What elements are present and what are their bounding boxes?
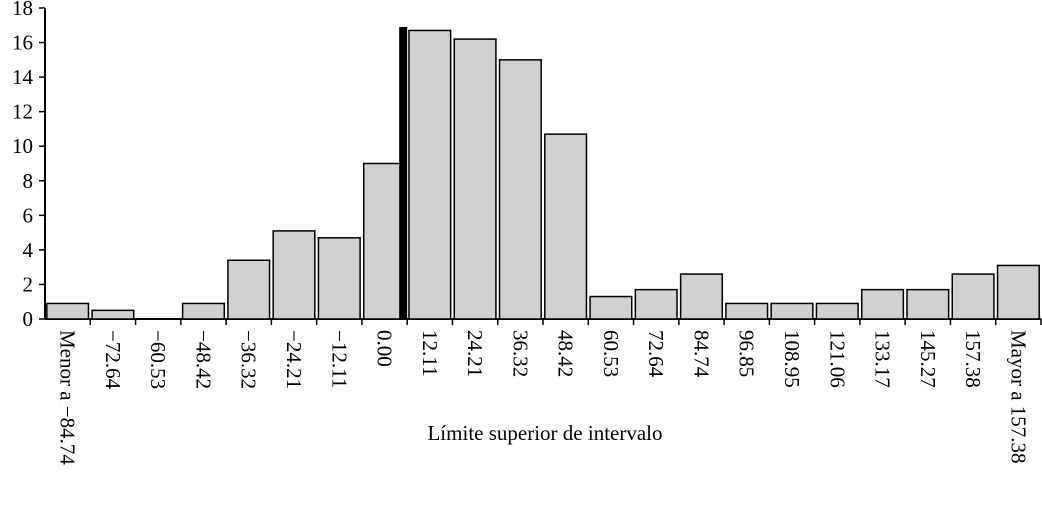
bar bbox=[272, 230, 316, 320]
bar bbox=[408, 29, 452, 320]
bar bbox=[181, 302, 226, 320]
bar bbox=[544, 133, 588, 320]
y-tick-label: 14 bbox=[12, 65, 34, 89]
bar bbox=[860, 288, 905, 320]
bar bbox=[227, 259, 271, 320]
x-tick-label: 145.27 bbox=[916, 330, 940, 388]
x-tick-label: 157.38 bbox=[961, 330, 985, 388]
x-tick-label: −72.64 bbox=[101, 330, 125, 390]
x-tick-label: 0.00 bbox=[373, 330, 397, 367]
x-tick-label: 36.32 bbox=[508, 330, 532, 377]
y-tick-label: 10 bbox=[12, 134, 33, 158]
bar bbox=[589, 295, 633, 320]
bar bbox=[362, 162, 407, 320]
bar bbox=[996, 264, 1040, 320]
x-tick-label: 48.42 bbox=[554, 330, 578, 377]
x-tick-label: 24.21 bbox=[463, 330, 487, 377]
y-tick-label: 8 bbox=[23, 169, 34, 193]
bar bbox=[770, 302, 814, 320]
x-axis-title: Límite superior de intervalo bbox=[427, 421, 662, 445]
x-tick-label: 84.74 bbox=[689, 330, 713, 378]
y-tick-label: 2 bbox=[23, 272, 34, 296]
bar bbox=[725, 302, 769, 320]
x-tick-label: −36.32 bbox=[237, 330, 261, 389]
x-tick-label: 12.11 bbox=[418, 330, 442, 376]
x-tick-label: −60.53 bbox=[146, 330, 170, 389]
x-tick-label: 60.53 bbox=[599, 330, 623, 377]
bar bbox=[498, 59, 542, 320]
marker-bar bbox=[399, 27, 408, 320]
x-tick-label: 121.06 bbox=[825, 330, 849, 388]
bar bbox=[453, 38, 497, 320]
x-tick-label: Menor a −84.74 bbox=[56, 330, 80, 465]
x-tick-label: 133.17 bbox=[871, 330, 895, 388]
bar bbox=[951, 273, 995, 320]
x-tick-label: 108.95 bbox=[780, 330, 804, 388]
bar bbox=[634, 288, 678, 320]
bar bbox=[906, 288, 950, 320]
x-tick-label: Mayor a 157.38 bbox=[1006, 330, 1030, 464]
y-tick-label: 18 bbox=[12, 0, 33, 20]
y-tick-label: 4 bbox=[23, 238, 34, 262]
y-tick-label: 0 bbox=[23, 307, 34, 331]
y-tick-label: 16 bbox=[12, 31, 33, 55]
bar bbox=[91, 309, 135, 320]
x-tick-label: −24.21 bbox=[282, 330, 306, 389]
x-tick-label: −48.42 bbox=[191, 330, 215, 389]
x-tick-label: −12.11 bbox=[327, 330, 351, 388]
bar bbox=[679, 273, 724, 320]
y-tick-label: 6 bbox=[23, 203, 34, 227]
y-tick-label: 12 bbox=[12, 100, 33, 124]
x-tick-label: 96.85 bbox=[735, 330, 759, 377]
bar bbox=[46, 302, 90, 320]
x-tick-label: 72.64 bbox=[644, 330, 668, 378]
bar bbox=[815, 302, 859, 320]
bar bbox=[317, 237, 361, 320]
